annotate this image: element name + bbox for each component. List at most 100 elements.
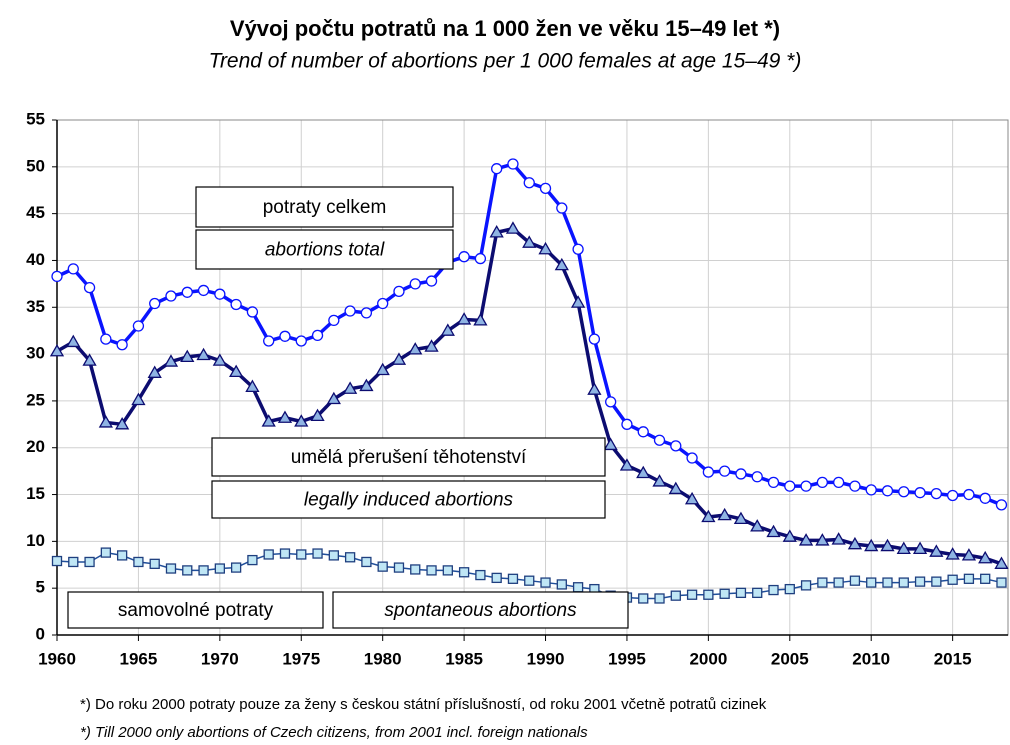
point (84, 556, 95, 568)
point (896, 541, 911, 555)
x-tick-label: 1975 (282, 649, 320, 668)
point (507, 573, 519, 584)
point (181, 286, 193, 298)
point (522, 235, 537, 248)
point (196, 347, 211, 361)
point (66, 334, 81, 348)
point (68, 556, 79, 568)
point (784, 480, 796, 492)
point (229, 364, 244, 378)
point (344, 305, 356, 317)
point (556, 202, 568, 214)
point (295, 335, 307, 347)
point (263, 335, 275, 347)
point (931, 576, 942, 587)
point (619, 458, 635, 471)
annotation-box (67, 591, 324, 629)
annotation: spontaneous abortions (384, 600, 577, 621)
point (474, 252, 487, 265)
point (800, 580, 812, 591)
point (898, 577, 909, 588)
point (603, 437, 618, 451)
point (440, 323, 455, 336)
point (605, 396, 617, 408)
point (832, 476, 845, 489)
point (100, 333, 112, 345)
point (261, 414, 276, 427)
point (263, 549, 274, 560)
point (312, 548, 323, 559)
point (865, 484, 877, 496)
point (668, 481, 683, 495)
point (230, 298, 242, 311)
point (587, 382, 602, 395)
y-tick-label: 40 (26, 250, 45, 269)
y-tick-label: 55 (26, 109, 45, 128)
point (880, 538, 895, 552)
y-tick-label: 50 (26, 156, 45, 175)
point (751, 471, 763, 483)
point (163, 354, 179, 367)
y-tick-label: 20 (26, 437, 45, 456)
y-tick-label: 35 (26, 297, 45, 316)
point (67, 263, 79, 275)
point (572, 582, 584, 593)
point (929, 544, 944, 557)
point (994, 556, 1009, 569)
annotation-box (332, 591, 629, 629)
point (847, 536, 863, 550)
point (980, 573, 991, 584)
x-tick-label: 1965 (120, 649, 158, 668)
point (686, 589, 698, 600)
footnote: *) Do roku 2000 potraty pouze za ženy s … (80, 696, 767, 713)
point (752, 587, 763, 599)
point (131, 392, 146, 406)
y-tick-label: 5 (36, 578, 45, 597)
point (782, 529, 797, 542)
point (311, 329, 324, 342)
point (570, 295, 586, 308)
annotation-box (195, 229, 454, 270)
point (507, 158, 519, 170)
point (881, 485, 894, 497)
x-tick-label: 1960 (38, 649, 76, 668)
x-tick-label: 1980 (364, 649, 402, 668)
annotation: potraty celkem (263, 197, 387, 218)
x-tick-label: 2000 (689, 649, 727, 668)
point (296, 549, 307, 560)
point (116, 339, 128, 351)
point (473, 313, 488, 326)
point (246, 306, 259, 318)
point (945, 547, 960, 560)
point (214, 288, 226, 300)
x-tick-label: 1995 (608, 649, 646, 668)
point (798, 533, 814, 546)
footnote: *) Till 2000 only abortions of Czech cit… (80, 724, 588, 741)
point (277, 410, 293, 423)
point (719, 588, 730, 599)
point (768, 584, 779, 596)
point (279, 548, 291, 559)
point (652, 474, 667, 487)
point (947, 574, 958, 585)
point (978, 550, 993, 564)
point (670, 590, 681, 601)
point (279, 330, 291, 342)
point (750, 519, 765, 532)
point (717, 507, 732, 521)
point (182, 565, 193, 576)
point (979, 492, 991, 504)
point (898, 486, 910, 498)
point (294, 414, 309, 427)
point (344, 552, 356, 563)
point (165, 563, 177, 574)
point (914, 487, 926, 499)
point (996, 577, 1007, 588)
point (51, 555, 63, 567)
point (116, 550, 128, 561)
point (866, 577, 877, 588)
point (735, 587, 747, 599)
point (245, 379, 260, 393)
x-tick-label: 2015 (934, 649, 972, 668)
